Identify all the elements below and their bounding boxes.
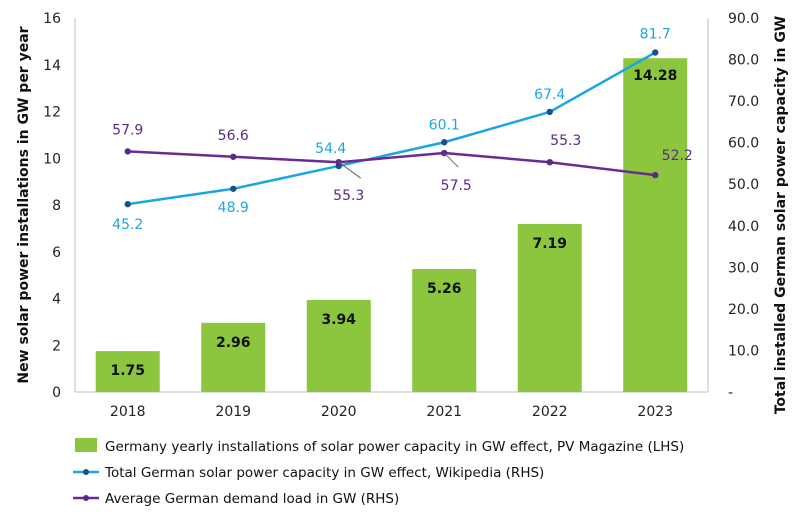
bar-value-label: 5.26 [427,281,462,297]
y2-tick-label: 70.0 [728,94,759,110]
bar [201,322,266,392]
line-point [441,139,448,146]
line-value-label: 57.9 [112,122,143,138]
line-value-label: 67.4 [534,87,565,103]
line-value-label: 45.2 [112,217,143,233]
y2-tick-label: 90.0 [728,11,759,27]
leader-line [443,152,459,168]
leader-line [338,161,362,179]
line-point [652,171,659,179]
line-value-label: 54.4 [315,141,346,157]
y2-tick-label: 50.0 [728,177,759,193]
y2-tick-label: 80.0 [728,53,759,69]
legend-label: Germany yearly installations of solar po… [105,439,684,455]
line-value-label: 55.3 [550,133,581,149]
line-value-label: 81.7 [640,26,671,42]
series-line-1 [127,51,656,206]
line-point [652,49,659,56]
y-axis-title: New solar power installations in GW per … [16,26,32,383]
y2-tick-label: 10.0 [728,343,759,359]
y-tick-label: 8 [52,198,61,214]
bar-value-label: 14.28 [633,68,677,84]
y-tick-label: 16 [43,11,61,27]
line-point [124,148,131,155]
line-value-label: 55.3 [333,188,364,204]
bar [623,58,688,392]
line-point [230,153,237,160]
bar [412,269,477,392]
line-point [124,200,131,208]
bar [517,223,582,392]
y-tick-label: 2 [52,338,61,354]
bar-value-label: 2.96 [216,335,251,351]
legend-swatch-marker [83,495,89,501]
y-tick-label: 4 [52,292,61,308]
legend-swatch-bar [75,438,97,452]
x-tick-label: 2023 [637,404,673,420]
y2-tick-label: 30.0 [728,260,759,276]
bar-value-label: 7.19 [532,236,567,252]
line-value-label: 48.9 [218,200,249,216]
x-tick-label: 2018 [110,404,146,420]
y-tick-label: 6 [52,245,61,261]
line-value-label: 56.6 [218,128,249,144]
y-tick-label: 10 [43,151,61,167]
x-tick-label: 2020 [321,404,357,420]
y-tick-label: 14 [43,58,61,74]
bar-value-label: 1.75 [110,363,145,379]
x-tick-label: 2022 [532,404,568,420]
line-value-label: 52.2 [662,148,693,164]
bar [306,299,371,392]
line-point [546,108,553,116]
x-tick-label: 2021 [426,404,462,420]
line-value-label: 57.5 [441,178,472,194]
y2-tick-label: - [728,385,733,401]
line-point [546,158,553,166]
y2-tick-label: 40.0 [728,219,759,235]
legend-swatch-marker [83,469,89,475]
y-tick-label: 0 [52,385,61,401]
bar-value-label: 3.94 [321,312,356,328]
line-point [230,185,237,192]
y-tick-label: 12 [43,105,61,121]
y2-tick-label: 60.0 [728,136,759,152]
line-value-label: 60.1 [429,117,460,133]
y2-tick-label: 20.0 [728,302,759,318]
x-tick-label: 2019 [215,404,251,420]
y2-axis-title: Total installed German solar power capac… [773,16,789,415]
series-line-2 [127,150,656,177]
legend-label: Total German solar power capacity in GW … [104,465,544,481]
bar [95,351,160,392]
legend-label: Average German demand load in GW (RHS) [105,491,399,507]
